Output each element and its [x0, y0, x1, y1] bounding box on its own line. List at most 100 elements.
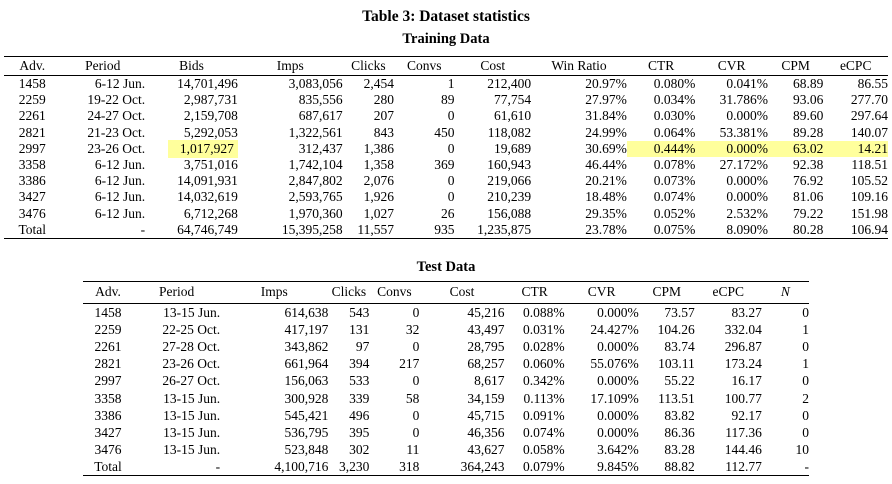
cell: 0 — [412, 305, 420, 321]
cell: 0.000% — [597, 339, 639, 355]
cell: Total — [83, 457, 134, 476]
cell: 112.77 — [694, 457, 762, 476]
cell: 0.000% — [726, 189, 768, 205]
cell: 45,715 — [467, 407, 505, 423]
cell: 0 — [412, 339, 420, 355]
cell: 16.17 — [731, 373, 762, 389]
cell: 0.444% — [626, 140, 696, 158]
cell: 2,159,708 — [183, 108, 238, 124]
cell: 5,292,053 — [183, 124, 238, 140]
column-header: CPM — [638, 281, 695, 305]
cell: 53.381% — [719, 124, 768, 140]
cell: 394 — [349, 356, 370, 372]
cell: 0 — [802, 407, 809, 423]
cell: 3386 — [18, 173, 46, 189]
cell: 104.26 — [657, 322, 695, 338]
cell: 6-12 Jun. — [94, 205, 146, 221]
cell: 24.427% — [590, 322, 639, 338]
cell: 24-27 Oct. — [87, 108, 146, 124]
cell: 2821 — [18, 124, 46, 140]
cell: Total — [4, 221, 61, 240]
cell: 0.342% — [522, 373, 565, 389]
cell: 11,557 — [342, 221, 395, 240]
table-caption: Table 3: Dataset statistics — [362, 8, 530, 25]
cell: 15,395,258 — [237, 221, 343, 240]
cell: 55.076% — [590, 356, 639, 372]
cell: 97 — [355, 339, 370, 355]
cell: 92.17 — [731, 407, 762, 423]
cell: 339 — [349, 390, 370, 406]
table-row: 2261 24-27 Oct. 2,159,708 687,617 207 0 61,610… — [4, 108, 888, 124]
cell: 0 — [447, 189, 455, 205]
cell: 369 — [434, 157, 455, 173]
column-header: CPM — [767, 56, 824, 76]
cell: 19-22 Oct. — [87, 92, 146, 108]
cell: 109.16 — [850, 189, 888, 205]
cell: 277.70 — [850, 92, 888, 108]
cell: 29.35% — [585, 205, 627, 221]
cell: 312,437 — [298, 140, 343, 156]
cell: 2,593,765 — [288, 189, 343, 205]
cell: 0.030% — [653, 108, 696, 124]
cell: 21-23 Oct. — [87, 124, 146, 140]
cell: 1 — [447, 76, 455, 91]
cell: 14,032,619 — [177, 189, 238, 205]
cell: 0.000% — [597, 305, 639, 321]
column-header: eCPC — [823, 56, 888, 76]
cell: 8,617 — [474, 373, 505, 389]
cell: 86.36 — [664, 424, 695, 440]
cell: 543 — [349, 305, 370, 321]
cell: 835,556 — [298, 92, 343, 108]
cell: 1,017,927 — [145, 139, 238, 158]
cell: 2 — [802, 390, 809, 406]
cell: 3,751,016 — [183, 157, 238, 173]
cell: 27.97% — [585, 92, 627, 108]
cell: 1,926 — [363, 189, 395, 205]
cell: 300,928 — [284, 390, 329, 406]
cell: 131 — [349, 322, 370, 338]
cell: 86.55 — [857, 76, 888, 91]
cell: 3,230 — [328, 457, 370, 476]
cell: 0 — [412, 373, 420, 389]
cell: 1458 — [94, 305, 122, 321]
cell: 20.97% — [585, 76, 627, 91]
column-header: CTR — [626, 56, 696, 76]
column-header: Convs — [369, 281, 420, 305]
cell: 26-27 Oct. — [162, 373, 221, 389]
cell: 28,795 — [467, 339, 505, 355]
cell: 661,964 — [284, 356, 329, 372]
cell: 0 — [802, 339, 809, 355]
cell: 118.51 — [851, 157, 888, 173]
cell: 79.22 — [793, 205, 824, 221]
cell: 3,083,056 — [288, 76, 343, 91]
cell: 0.075% — [626, 221, 696, 240]
table-row: 2997 23-26 Oct. 1,017,927 312,437 1,386 0 19,6… — [4, 139, 888, 158]
cell: 533 — [349, 373, 370, 389]
cell: 2,847,802 — [288, 173, 343, 189]
cell: 113.51 — [658, 390, 695, 406]
column-header: CTR — [504, 281, 565, 305]
cell: 0.000% — [726, 173, 768, 189]
cell: 88.82 — [638, 457, 695, 476]
column-header: CVR — [695, 56, 768, 76]
cell: 3476 — [18, 205, 46, 221]
cell: 93.06 — [793, 92, 824, 108]
column-header: Imps — [237, 56, 343, 76]
cell: 2,454 — [363, 76, 395, 91]
cell: 0.058% — [522, 441, 565, 457]
cell: 11 — [406, 441, 420, 457]
cell: 83.74 — [664, 339, 695, 355]
cell: 212,400 — [487, 76, 532, 91]
cell: 3386 — [94, 407, 122, 423]
cell: 343,862 — [284, 339, 329, 355]
table-row: 3427 13-15 Jun. 536,795 395 0 46,356 0.074% 0.0… — [83, 424, 809, 441]
cell: 13-15 Jun. — [163, 441, 221, 457]
cell: 77,754 — [493, 92, 532, 108]
cell: 23-26 Oct. — [87, 140, 146, 156]
column-header: Win Ratio — [531, 56, 627, 76]
cell: 10 — [795, 441, 810, 457]
cell: 13-15 Jun. — [163, 407, 221, 423]
cell: 296.87 — [724, 339, 762, 355]
cell: 6-12 Jun. — [94, 173, 146, 189]
cell: 0.031% — [522, 322, 565, 338]
